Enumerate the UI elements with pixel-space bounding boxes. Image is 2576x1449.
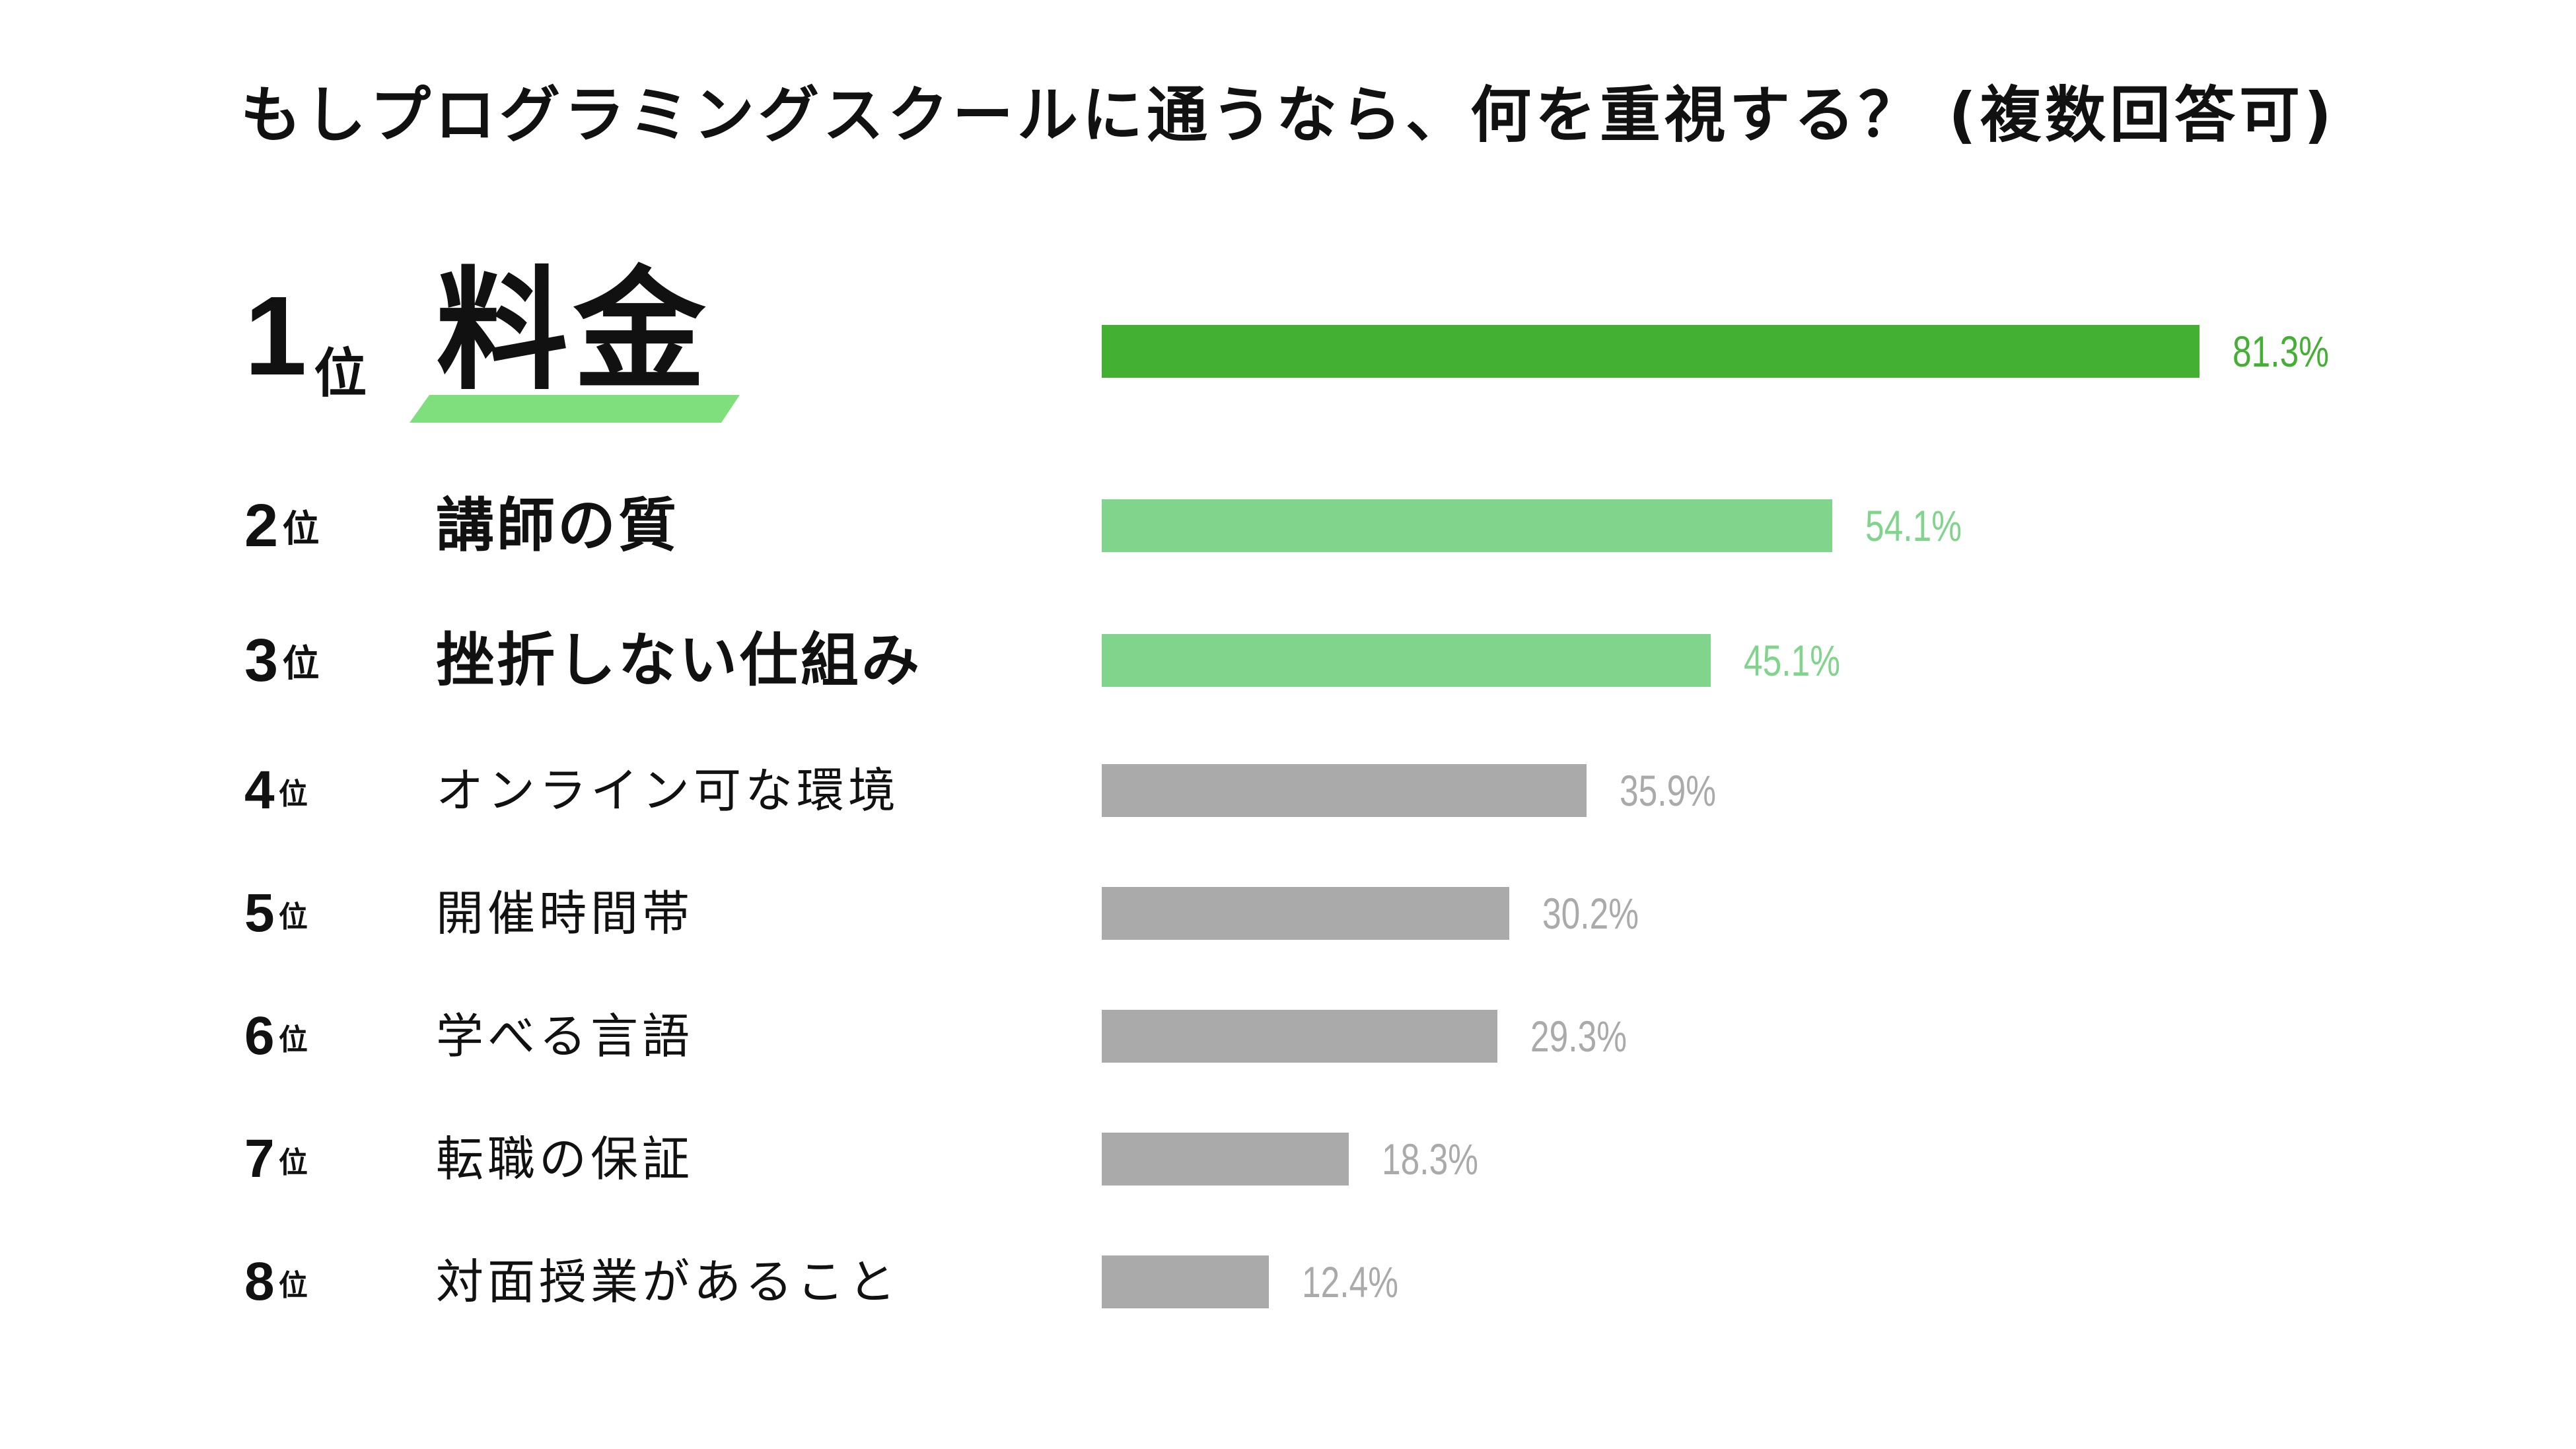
rank-number: 4 bbox=[244, 760, 275, 820]
rank-suffix: 位 bbox=[314, 343, 367, 404]
rank-suffix: 位 bbox=[282, 643, 320, 686]
rank-number: 6 bbox=[244, 1006, 275, 1066]
rank-suffix: 位 bbox=[278, 900, 308, 934]
category-label: 学べる言語 bbox=[436, 1008, 694, 1064]
value-label: 35.9% bbox=[1619, 766, 1716, 815]
value-label: 30.2% bbox=[1542, 889, 1639, 938]
category-label: 料金 bbox=[436, 254, 711, 408]
category-label: 対面授業があること bbox=[436, 1254, 900, 1310]
bar-2 bbox=[1102, 499, 1832, 552]
rank-suffix: 位 bbox=[278, 1269, 308, 1302]
rank-number: 5 bbox=[244, 883, 275, 943]
rank-number: 1 bbox=[244, 273, 307, 399]
rank-suffix: 位 bbox=[278, 777, 308, 811]
rank-number: 3 bbox=[244, 627, 279, 694]
category-label: 挫折しない仕組み bbox=[436, 626, 923, 694]
bar-7 bbox=[1102, 1133, 1349, 1185]
top-rank-underline bbox=[410, 395, 740, 423]
bar-8 bbox=[1102, 1255, 1270, 1308]
rank-number: 8 bbox=[244, 1252, 275, 1312]
bar-1 bbox=[1102, 325, 2200, 378]
rank-number: 2 bbox=[244, 492, 279, 559]
value-label: 12.4% bbox=[1302, 1257, 1399, 1306]
rank-suffix: 位 bbox=[282, 508, 320, 551]
category-label: 開催時間帯 bbox=[436, 886, 694, 941]
value-label: 18.3% bbox=[1382, 1135, 1479, 1184]
bar-5 bbox=[1102, 887, 1510, 940]
value-label: 81.3% bbox=[2233, 327, 2329, 376]
bar-4 bbox=[1102, 764, 1587, 817]
value-label: 45.1% bbox=[1743, 636, 1840, 685]
bar-6 bbox=[1102, 1010, 1497, 1063]
category-label: オンライン可な環境 bbox=[436, 763, 900, 818]
rank-number: 7 bbox=[244, 1129, 275, 1189]
rank-suffix: 位 bbox=[278, 1146, 308, 1180]
value-label: 29.3% bbox=[1530, 1012, 1627, 1061]
category-label: 講師の質 bbox=[436, 491, 680, 559]
chart-title: もしプログラミングスクールに通うなら、何を重視する？ (複数回答可) bbox=[240, 80, 2336, 151]
rank-suffix: 位 bbox=[278, 1023, 308, 1057]
category-label: 転職の保証 bbox=[436, 1131, 694, 1187]
value-label: 54.1% bbox=[1865, 501, 1962, 550]
bar-3 bbox=[1102, 634, 1711, 687]
